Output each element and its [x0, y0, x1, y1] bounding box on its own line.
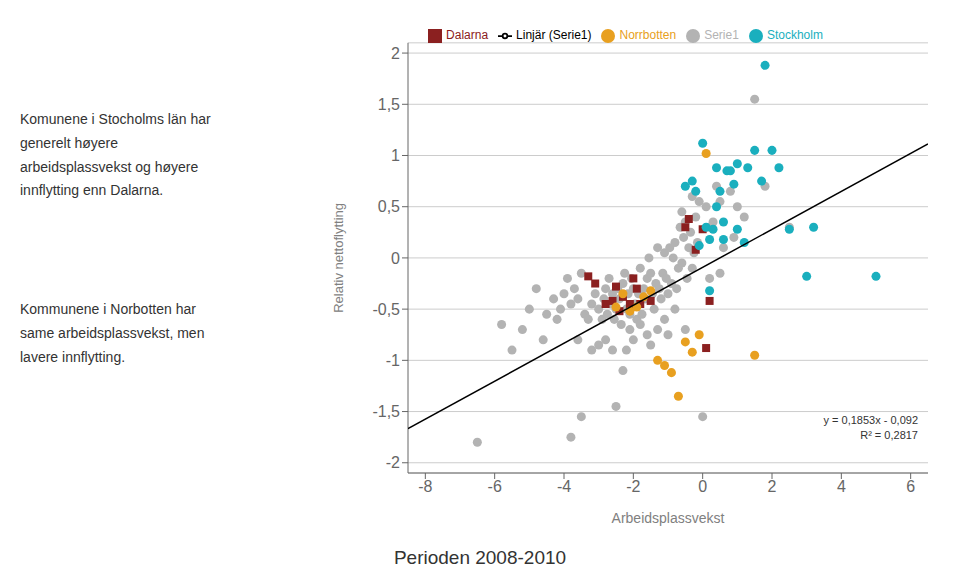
svg-text:-2: -2 — [626, 478, 640, 495]
svg-text:0: 0 — [391, 250, 400, 267]
svg-text:Arbeidsplassvekst: Arbeidsplassvekst — [612, 510, 725, 526]
html-text:arbeidsplassvekst og høyere: arbeidsplassvekst og høyere — [20, 158, 199, 175]
svg-text:0: 0 — [698, 478, 707, 495]
svg-text:1,5: 1,5 — [378, 96, 400, 113]
svg-text:-0,5: -0,5 — [372, 301, 400, 318]
svg-text:-1: -1 — [386, 352, 400, 369]
svg-text:2: 2 — [391, 45, 400, 62]
html-text:lavere innflytting.: lavere innflytting. — [20, 348, 126, 365]
svg-text:6: 6 — [906, 478, 915, 495]
svg-text:1: 1 — [391, 147, 400, 164]
html-text:Kommunene i Norbotten har: Kommunene i Norbotten har — [20, 301, 196, 317]
html-text:R² = 0,2817: R² = 0,2817 — [860, 429, 918, 442]
html-text:Serie1: Serie1 — [704, 28, 739, 42]
svg-text:Relativ nettoflytting: Relativ nettoflytting — [331, 203, 346, 313]
html-text:Linjär (Serie1): Linjär (Serie1) — [516, 28, 592, 42]
html-text:generelt høyere: generelt høyere — [20, 134, 119, 151]
html-text:Dalarna: Dalarna — [446, 28, 489, 42]
html-text:innflytting enn Dalarna.: innflytting enn Dalarna. — [20, 182, 164, 199]
html-text:Stockholm: Stockholm — [766, 28, 823, 42]
html-text:Norrbotten: Norrbotten — [619, 28, 677, 42]
html-text:y = 0,1853x - 0,092: y = 0,1853x - 0,092 — [823, 414, 918, 426]
svg-text:0,5: 0,5 — [378, 198, 400, 215]
svg-text:-8: -8 — [418, 478, 432, 495]
svg-text:4: 4 — [837, 478, 846, 495]
svg-text:2: 2 — [768, 478, 777, 495]
svg-text:-1,5: -1,5 — [372, 403, 400, 420]
svg-text:-2: -2 — [386, 454, 400, 471]
svg-text:-6: -6 — [488, 478, 502, 495]
html-text:same arbeidsplassvekst, men: same arbeidsplassvekst, men — [20, 324, 205, 341]
html-text:Perioden 2008-2010: Perioden 2008-2010 — [393, 547, 567, 568]
html-text:Komunene i Stocholms län har: Komunene i Stocholms län har — [20, 111, 211, 127]
svg-text:-4: -4 — [557, 478, 571, 495]
